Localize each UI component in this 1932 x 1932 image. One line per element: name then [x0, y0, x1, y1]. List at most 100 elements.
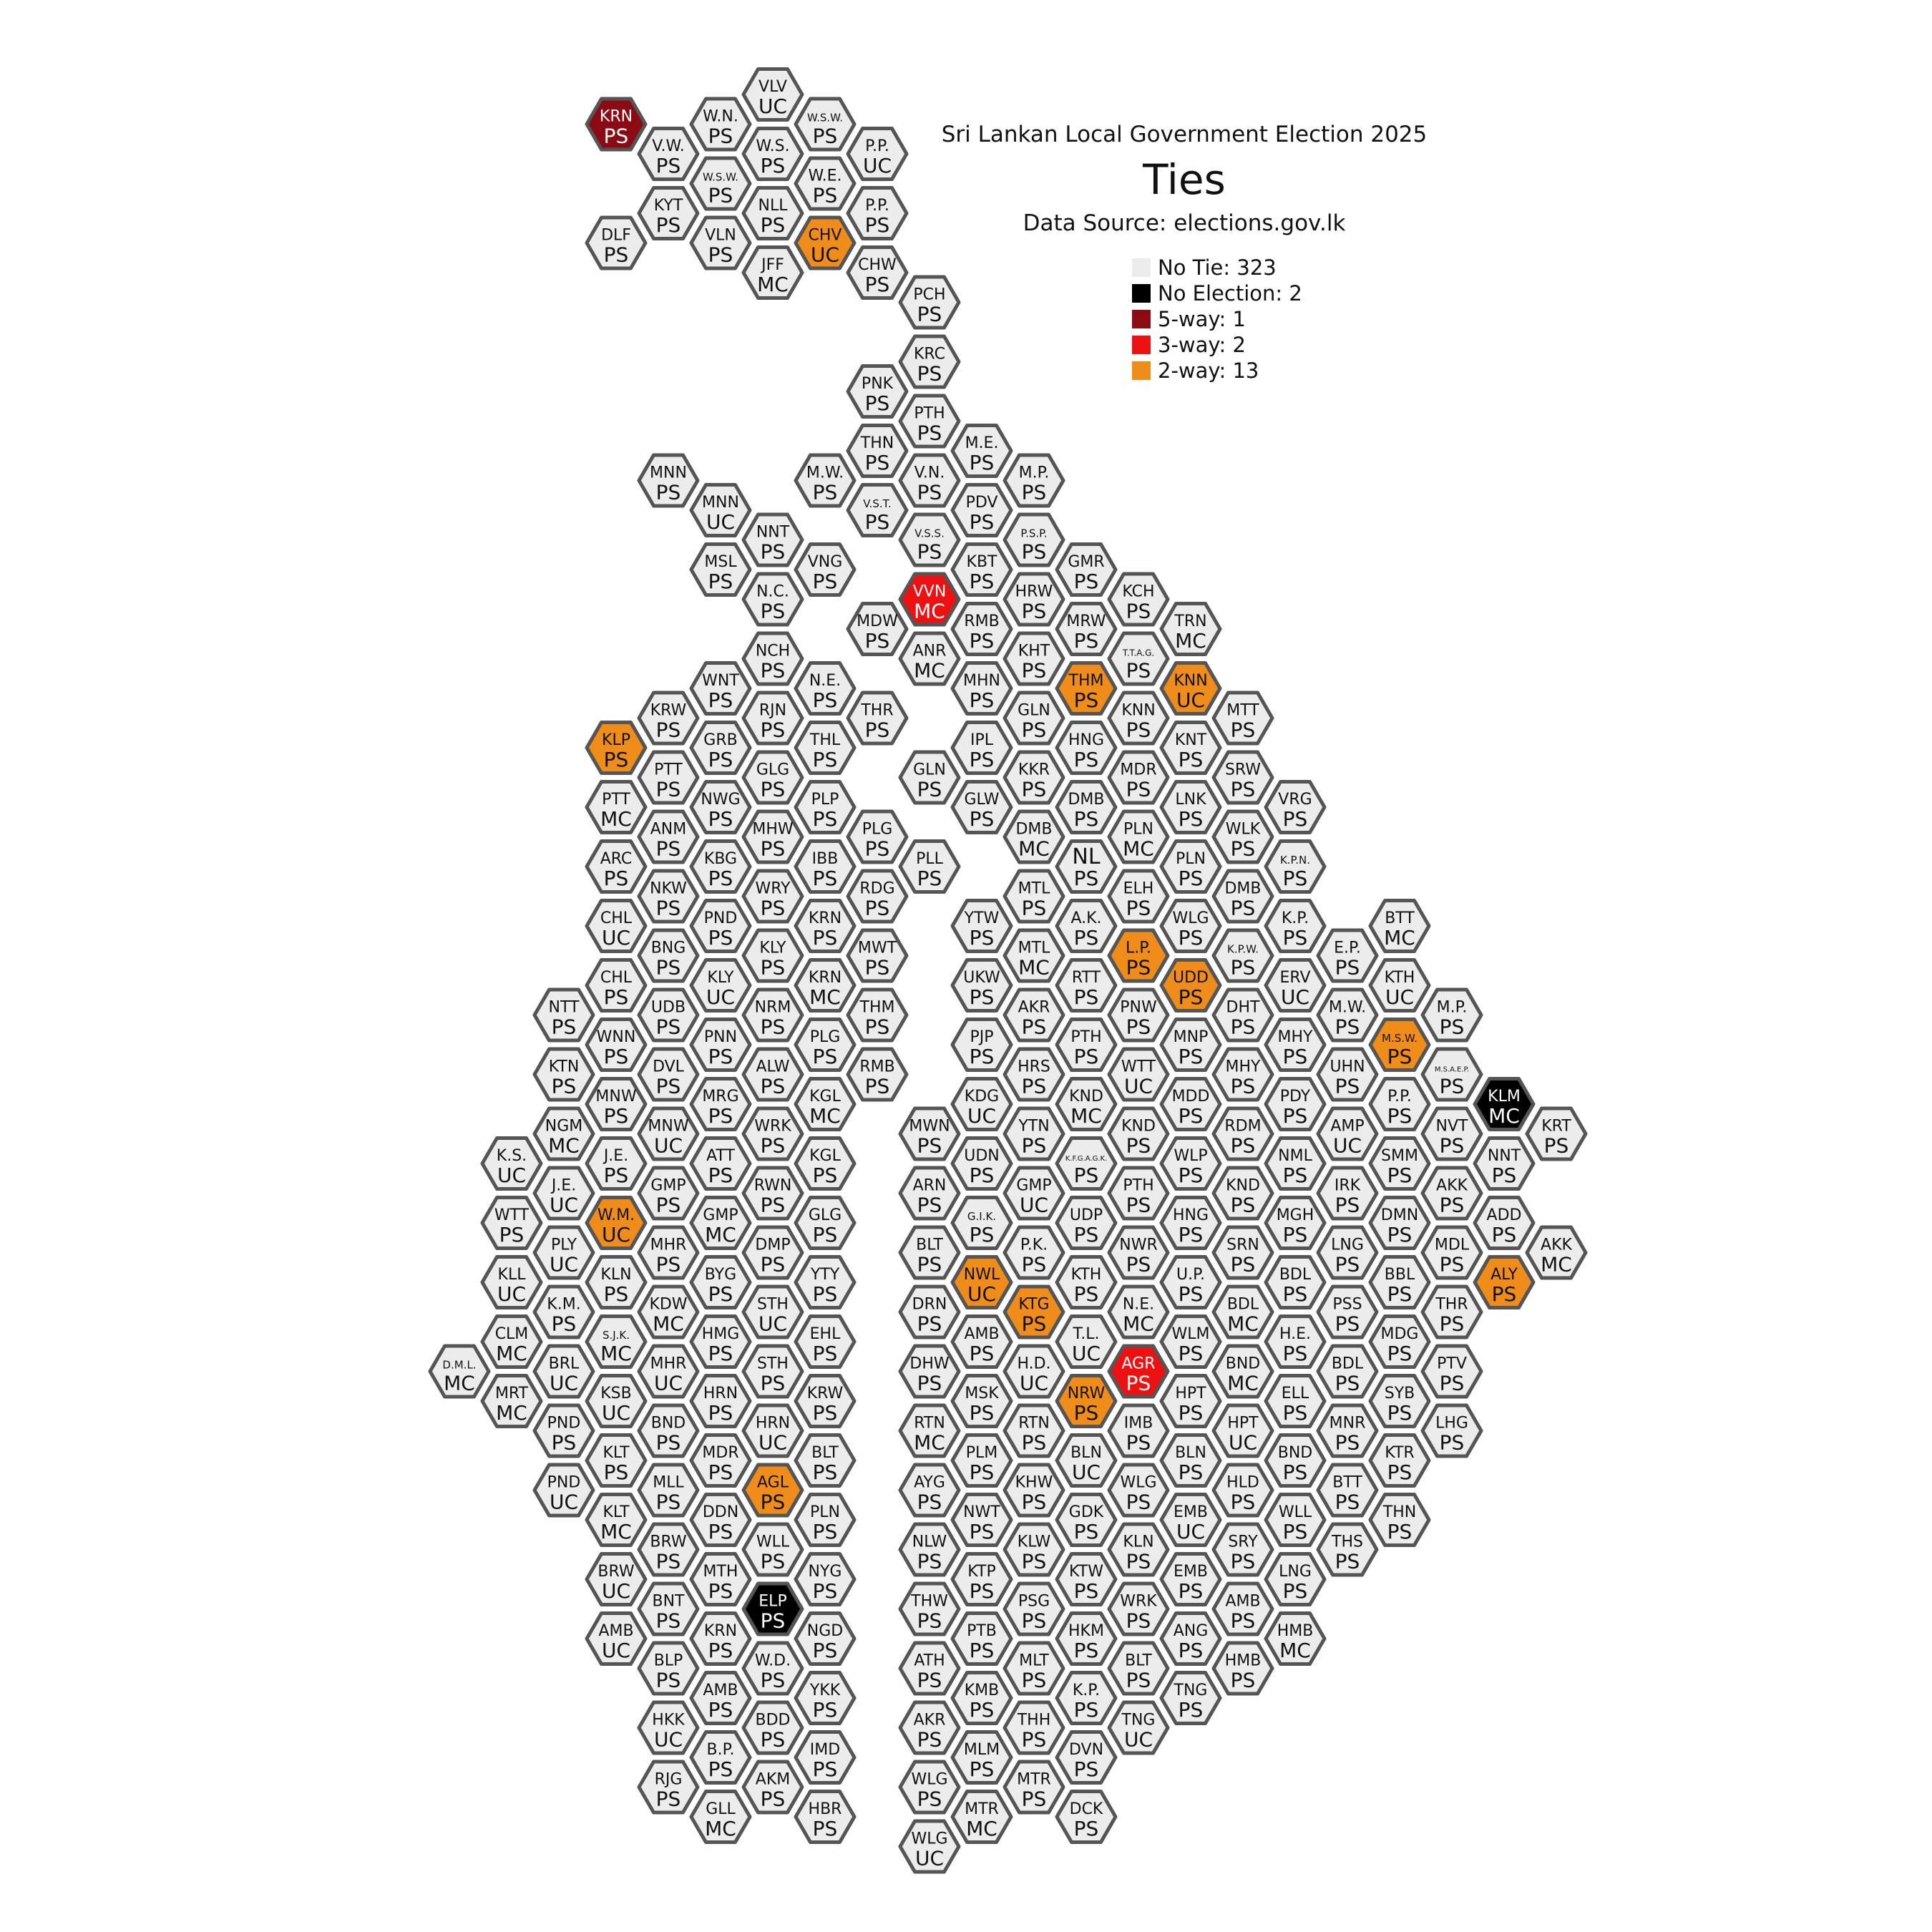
hex-cell [741, 1581, 804, 1636]
hex-cell [1159, 1196, 1222, 1250]
hex-code-label: NKW [650, 880, 687, 898]
hex-type-label: PS [708, 125, 733, 148]
hex-code-label: LNG [1331, 1236, 1364, 1254]
hex-code-label: HRN [756, 1415, 790, 1433]
hex-code-label: K.S. [497, 1147, 527, 1165]
hex-type-label: PS [708, 1342, 733, 1365]
hex-type-label: PS [1074, 1163, 1099, 1187]
hex-code-label: KLN [1123, 1533, 1153, 1551]
hex-cell [741, 245, 804, 300]
hex-code-label: BLT [811, 1444, 839, 1462]
hex-type-label: MC [809, 985, 841, 1009]
hex-type-label: UC [1333, 1134, 1362, 1158]
hex-type-label: MC [1018, 956, 1050, 980]
hex-code-label: PNW [1120, 999, 1157, 1017]
hex-cell [794, 1136, 857, 1191]
hex-cell [637, 1284, 700, 1340]
hex-type-label: MC [1227, 1372, 1259, 1395]
hex-type-label: PS [1387, 1401, 1413, 1425]
hex-cell [689, 1790, 752, 1844]
hex-cell [1316, 1106, 1379, 1161]
hex-type-label: PS [1335, 1015, 1360, 1039]
hex-type-label: PS [604, 243, 629, 267]
hex-cell [585, 1077, 648, 1131]
hex-code-label: DCK [1070, 1800, 1103, 1818]
hex-type-label: PS [917, 1728, 942, 1752]
hex-cell [1055, 1552, 1118, 1606]
hex-code-label: ANR [913, 643, 947, 660]
hex-code-label: MTH [703, 1563, 738, 1581]
hex-cell [1316, 1225, 1379, 1280]
hex-cell [1368, 899, 1431, 953]
hex-type-label: PS [708, 807, 733, 831]
hex-code-label: DMN [1381, 1206, 1418, 1224]
hex-cell [794, 661, 857, 716]
hex-code-label: KLT [602, 1503, 630, 1521]
hex-cell [950, 1730, 1013, 1785]
hex-cell [794, 899, 857, 953]
hex-cell [846, 869, 909, 924]
hex-type-label: PS [1126, 956, 1151, 980]
hex-cell [1368, 1314, 1431, 1369]
hex-cell [1211, 1581, 1274, 1636]
hex-type-label: PS [656, 1431, 681, 1455]
hex-cell [1107, 987, 1170, 1043]
hex-type-label: UC [758, 1312, 787, 1336]
hex-code-label: GDK [1069, 1503, 1104, 1521]
district-hex: T.T.A.G.PS [1107, 631, 1170, 686]
hex-cell [1264, 1611, 1327, 1666]
hex-cell [741, 1344, 804, 1399]
hex-cell [741, 572, 804, 627]
district-hex: E.P.PS [1316, 928, 1379, 983]
hex-code-label: IMB [1124, 1415, 1153, 1433]
hex-code-label: M.W. [1329, 999, 1366, 1017]
hex-type-label: PS [656, 897, 681, 920]
hex-cell [1055, 1611, 1118, 1666]
hex-type-label: UC [654, 1372, 683, 1395]
hex-type-label: PS [970, 1698, 995, 1722]
hex-type-label: PS [1074, 570, 1099, 593]
hex-cell [1211, 1641, 1274, 1696]
hex-type-label: MC [600, 1342, 632, 1365]
hex-code-label: PTH [1070, 1028, 1101, 1046]
hex-code-label: PTH [914, 405, 945, 423]
hex-type-label: MC [914, 600, 945, 623]
hex-type-label: PS [1335, 1491, 1360, 1514]
hex-cell [637, 691, 700, 746]
hex-type-label: PS [865, 451, 890, 474]
hex-type-label: PS [813, 125, 838, 148]
hex-cell [1055, 780, 1118, 834]
hex-code-label: GRB [703, 731, 737, 749]
hex-code-label: W.N. [703, 108, 738, 126]
hex-cell [1107, 572, 1170, 627]
hex-cell [532, 1225, 595, 1280]
hex-type-label: PS [1335, 956, 1360, 980]
hex-code-label: ALW [756, 1058, 789, 1076]
hex-cell [1264, 839, 1327, 894]
hex-code-label: BDL [1227, 1296, 1259, 1314]
hex-cell [794, 1433, 857, 1488]
district-hex: G.I.K.PS [950, 1196, 1013, 1250]
hex-code-label: WRK [754, 1118, 791, 1136]
hex-cell [1211, 1106, 1274, 1161]
hex-code-label: KLL [498, 1266, 527, 1284]
hex-type-label: PS [917, 362, 942, 386]
hex-type-label: UC [602, 1223, 630, 1246]
